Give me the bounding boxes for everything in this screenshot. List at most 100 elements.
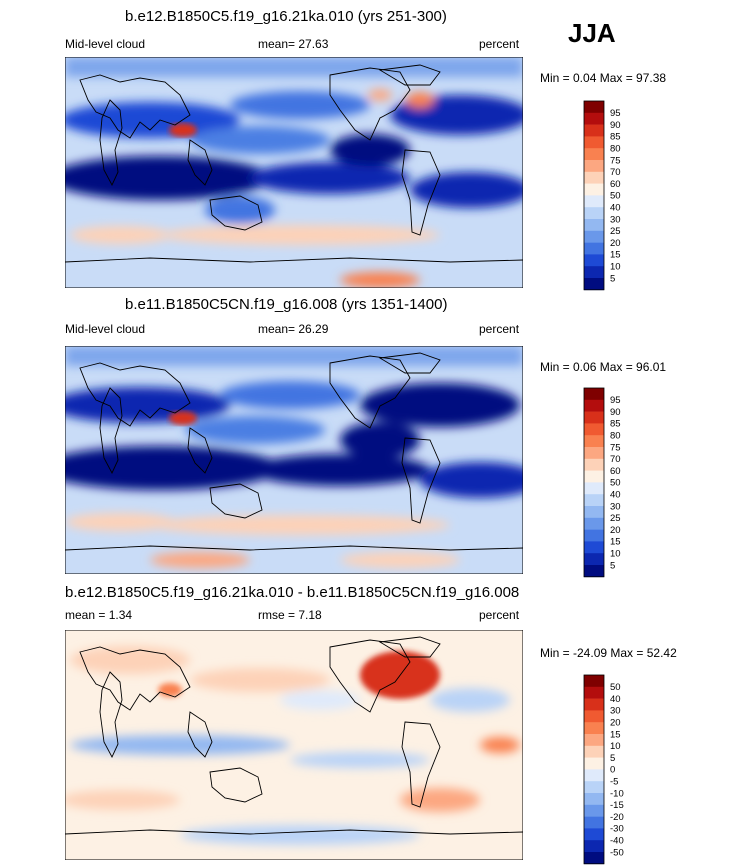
colorbar-tick-label: 50: [610, 191, 621, 202]
colorbar-tick-label: 25: [610, 226, 621, 237]
colorbar-tick-label: 75: [610, 155, 621, 166]
colorbar-swatch: [584, 793, 604, 806]
colorbar-swatch: [584, 686, 604, 699]
colorbar-tick-label: 80: [610, 144, 621, 155]
panel-3-rmse-label: rmse = 7.18: [258, 608, 322, 622]
colorbar-tick-label: 60: [610, 466, 621, 477]
colorbar-tick-label: 20: [610, 525, 621, 536]
colorbar-swatch: [584, 458, 604, 471]
colorbar-swatch: [584, 411, 604, 424]
panel-2-coastlines: [65, 352, 523, 551]
colorbar-swatch: [584, 101, 604, 114]
colorbar-swatch: [584, 757, 604, 770]
colorbar-swatch: [584, 160, 604, 173]
colorbar-swatch: [584, 840, 604, 853]
colorbar-tick-label: 10: [610, 549, 621, 560]
colorbar-tick-label: 15: [610, 537, 621, 548]
colorbar-tick-label: 50: [610, 478, 621, 489]
panel-2-map: [65, 346, 523, 574]
colorbar-frame: [583, 674, 605, 865]
colorbar-tick-label: -10: [610, 788, 624, 799]
panel-3-coastlines: [65, 636, 523, 835]
colorbar-swatch: [584, 254, 604, 267]
panel-1-coastlines: [65, 64, 523, 263]
colorbar-swatch: [584, 852, 604, 865]
colorbar-swatch: [584, 470, 604, 483]
colorbar-tick-label: 85: [610, 132, 621, 143]
colorbar-swatch: [584, 207, 604, 220]
colorbar-tick-label: 15: [610, 729, 621, 740]
colorbar-tick-label: -40: [610, 836, 624, 847]
colorbar-swatch: [584, 423, 604, 436]
colorbar-tick-label: 70: [610, 167, 621, 178]
colorbar-tick-label: 30: [610, 706, 621, 717]
colorbar-swatch: [584, 482, 604, 495]
colorbar-swatch: [584, 769, 604, 782]
colorbar-swatch: [584, 219, 604, 232]
colorbar-swatch: [584, 816, 604, 829]
colorbar-swatch: [584, 745, 604, 758]
colorbar-swatch: [584, 506, 604, 519]
colorbar-tick-label: 30: [610, 214, 621, 225]
colorbar-tick-label: -5: [610, 777, 618, 788]
colorbar-tick-label: 5: [610, 560, 615, 571]
colorbar-swatch: [584, 529, 604, 542]
panel-2-title: b.e11.B1850C5CN.f19_g16.008 (yrs 1351-14…: [125, 296, 448, 313]
colorbar-tick-label: 75: [610, 442, 621, 453]
colorbar-swatch: [584, 828, 604, 841]
colorbar-swatch: [584, 242, 604, 255]
colorbar-swatch: [584, 148, 604, 161]
panel-1-mean-label: mean= 27.63: [258, 37, 329, 51]
colorbar-swatch: [584, 183, 604, 196]
colorbar-tick-label: 40: [610, 490, 621, 501]
colorbar-swatch: [584, 781, 604, 794]
colorbar-swatch: [584, 278, 604, 291]
colorbar-tick-label: -15: [610, 800, 624, 811]
colorbar-frame: [583, 387, 605, 578]
colorbar-swatch: [584, 112, 604, 125]
colorbar-tick-label: 10: [610, 741, 621, 752]
colorbar-tick-label: 5: [610, 753, 615, 764]
colorbar-tick-label: 70: [610, 454, 621, 465]
panel-2-mean-label: mean= 26.29: [258, 322, 329, 336]
colorbar-tick-label: 90: [610, 120, 621, 131]
panel-1-units-label: percent: [479, 37, 520, 51]
panel-1-variable-label: Mid-level cloud: [65, 37, 146, 51]
panel-1-minmax-label: Min = 0.04 Max = 97.38: [540, 71, 667, 85]
colorbar-tick-label: 95: [610, 395, 621, 406]
colorbar-tick-label: 85: [610, 419, 621, 430]
colorbar-tick-label: 30: [610, 501, 621, 512]
colorbar-swatch: [584, 136, 604, 149]
colorbar-swatch: [584, 195, 604, 208]
colorbar-tick-label: 50: [610, 682, 621, 693]
colorbar-swatch: [584, 553, 604, 566]
colorbar-tick-label: 90: [610, 407, 621, 418]
colorbar-swatch: [584, 722, 604, 735]
colorbar-swatch: [584, 517, 604, 530]
colorbar-tick-label: 80: [610, 431, 621, 442]
colorbar-swatch: [584, 710, 604, 723]
panel-1-map: [65, 57, 523, 288]
colorbar-swatch: [584, 541, 604, 554]
colorbar-tick-label: 25: [610, 513, 621, 524]
colorbar-tick-label: -20: [610, 812, 624, 823]
colorbar-tick-label: 10: [610, 262, 621, 273]
colorbar-tick-label: 15: [610, 250, 621, 261]
panel-2-units-label: percent: [479, 322, 520, 336]
colorbar-swatch: [584, 388, 604, 401]
panel-3-title: b.e12.B1850C5.f19_g16.21ka.010 - b.e11.B…: [65, 584, 520, 601]
colorbar-swatch: [584, 435, 604, 448]
colorbar-tick-label: 20: [610, 718, 621, 729]
colorbar-swatch: [584, 447, 604, 460]
colorbar-swatch: [584, 124, 604, 137]
colorbar-swatch: [584, 399, 604, 412]
colorbar-tick-label: 0: [610, 765, 615, 776]
colorbar-tick-label: 5: [610, 273, 615, 284]
season-label: JJA: [568, 18, 616, 48]
colorbar-tick-label: -50: [610, 847, 624, 858]
colorbar-swatch: [584, 698, 604, 711]
